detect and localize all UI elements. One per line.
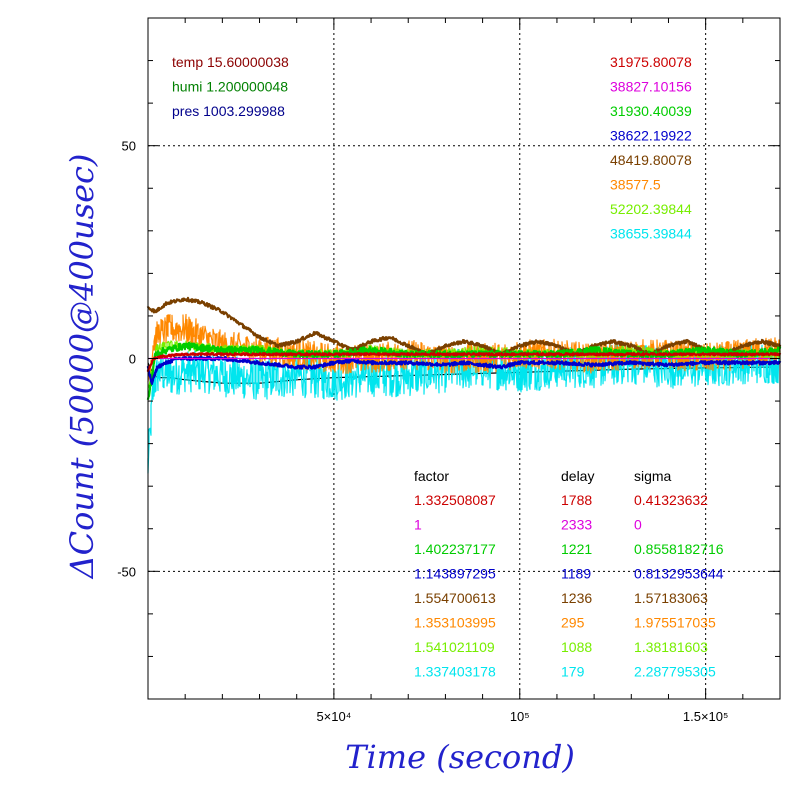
baseline-label: 38655.39844	[610, 226, 692, 242]
baseline-label: 31930.40039	[610, 103, 692, 119]
axes: 5×10⁴ 10⁵ 1.5×10⁵ 50 0 -50	[117, 18, 780, 724]
y-axis-title: ΔCount (50000@400usec)	[63, 154, 101, 581]
table-cell: 1.541021109	[414, 639, 495, 655]
baseline-label: 48419.80078	[610, 152, 692, 168]
env-label: humi 1.200000048	[172, 79, 288, 95]
table-cell: 1.353103995	[414, 615, 496, 631]
x-tick-label: 1.5×10⁵	[683, 709, 729, 724]
y-tick-label: 50	[122, 139, 136, 154]
plot-area	[146, 18, 782, 699]
series-line	[146, 355, 782, 385]
table-cell: 1.143897295	[414, 566, 496, 582]
table-cell: 1788	[561, 492, 592, 508]
table-cell: 1.332508087	[414, 492, 496, 508]
baseline-label: 38622.19922	[610, 128, 692, 144]
table-cell: 295	[561, 615, 585, 631]
env-label: pres 1003.299988	[172, 103, 285, 119]
table-cell: 1.975517035	[634, 615, 716, 631]
table-cell: 1.57183063	[634, 590, 708, 606]
x-axis-title: Time (second)	[345, 738, 575, 776]
baseline-label: 38577.5	[610, 177, 661, 193]
legend: temp 15.60000038 humi 1.200000048 pres 100…	[172, 54, 724, 680]
table-cell: 0.8558182716	[634, 541, 724, 557]
series-line	[146, 352, 782, 372]
table-cell: 1.38181603	[634, 639, 708, 655]
x-tick-label: 5×10⁴	[316, 709, 351, 724]
table-cell: 1088	[561, 639, 592, 655]
baseline-label: 52202.39844	[610, 201, 692, 217]
table-cell: 2333	[561, 517, 592, 533]
table-cell: 2.287795305	[634, 664, 716, 680]
table-cell: 179	[561, 664, 585, 680]
table-cell: 1189	[561, 566, 591, 582]
table-cell: 1.337403178	[414, 664, 496, 680]
baseline-label: 38827.10156	[610, 79, 692, 95]
table-cell: 0.8132953644	[634, 566, 724, 582]
table-cell: 1.402237177	[414, 541, 496, 557]
table-cell: 1236	[561, 590, 592, 606]
table-cell: 1221	[561, 541, 592, 557]
env-label: temp 15.60000038	[172, 54, 289, 70]
y-tick-label: 0	[129, 352, 136, 367]
baseline-label: 31975.80078	[610, 54, 692, 70]
table-header: sigma	[634, 468, 672, 484]
table-cell: 1.554700613	[414, 590, 496, 606]
y-tick-label: -50	[117, 564, 136, 579]
table-header: factor	[414, 468, 449, 484]
table-header: delay	[561, 468, 594, 484]
table-cell: 0	[634, 517, 642, 533]
x-tick-label: 10⁵	[510, 709, 530, 724]
table-cell: 0.41323632	[634, 492, 708, 508]
table-cell: 1	[414, 517, 422, 533]
series-line	[146, 296, 782, 357]
